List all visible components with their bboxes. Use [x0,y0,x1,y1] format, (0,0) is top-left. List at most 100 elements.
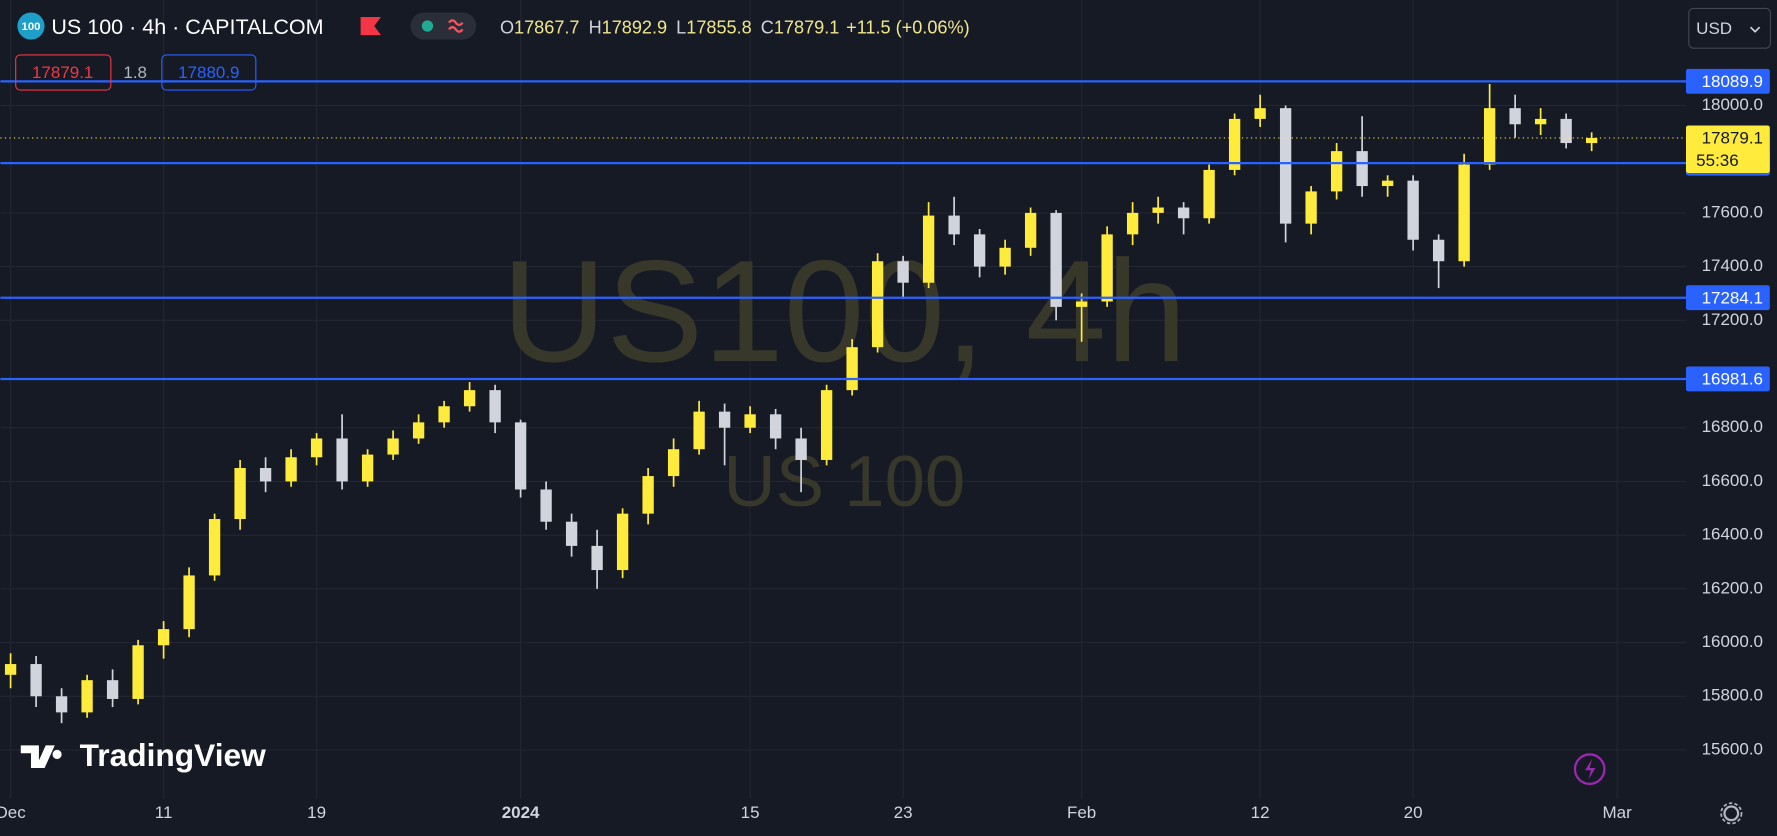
y-tick-label: 16200.0 [1702,578,1763,597]
currency-select[interactable] [1688,7,1771,49]
candle-body [1407,180,1419,240]
candle-body [285,457,297,482]
y-tick-label: 16600.0 [1702,471,1763,490]
candle-body [999,247,1011,267]
ohlc-value: 17867.7 [514,17,579,37]
candle-body [55,696,68,713]
level-label-box [1685,366,1770,392]
x-tick-label: 20 [1404,803,1423,822]
status-dot [421,20,434,32]
ohlc-value: 17879.1 [774,17,839,37]
level-label: 17284.1 [1702,288,1763,307]
candle-body [1279,108,1292,224]
y-tick-label: 17600.0 [1702,202,1763,221]
candle-body [1534,118,1547,125]
candle-body [795,438,807,460]
candle-body [234,468,246,520]
candle-body [1203,169,1215,219]
y-tick-label: 15800.0 [1702,686,1763,705]
ohlc-label: H [589,17,602,37]
candle-body [1432,239,1445,262]
candle-body [1050,212,1062,307]
settings-button[interactable] [1723,805,1740,822]
candle-body [1254,108,1266,119]
y-tick-label: 18000.0 [1702,95,1763,114]
ohlc-label: C [761,17,774,37]
grid [0,0,1686,799]
watermark-sub: US 100 [723,441,965,522]
candle-body [1305,191,1317,224]
logo-mark [20,745,62,769]
bid-box[interactable] [15,54,112,91]
ohlc-value: 17892.9 [602,17,667,37]
candle-body [871,261,884,348]
candle-body [1483,108,1496,165]
candle-body [744,414,756,428]
candle-body [1177,207,1190,219]
ohlc-value: 17855.8 [686,17,751,37]
candle-body [463,390,476,407]
candle-body [693,411,705,450]
y-tick-label: 16000.0 [1702,632,1763,651]
candle-body [361,454,374,482]
candle-body [1560,118,1572,144]
candle-body [1509,108,1521,125]
watermark: US100, 4h [502,230,1187,392]
candle-body [1101,234,1113,302]
candle-body [1126,212,1139,235]
candle-body [642,476,654,514]
x-tick-label: 23 [894,803,913,822]
countdown: 55:36 [1696,151,1739,170]
x-tick-label: Feb [1067,803,1096,822]
ohlc-label: L [676,17,686,37]
status-wave [448,19,464,33]
symbol-title[interactable]: US 100 · 4h · CAPITALCOM [51,15,323,39]
candle-body [769,414,782,439]
candle-body [1075,301,1088,307]
candle-body [973,234,986,267]
candle-body [1152,207,1164,213]
candle-body [132,645,144,699]
x-tick-label: 15 [741,803,760,822]
candle-body [336,438,348,482]
y-tick-label: 17200.0 [1702,310,1763,329]
candle-body [81,680,93,713]
flag-icon[interactable] [360,16,382,36]
change: +11.5 (+0.06%) [846,17,969,37]
candle-body [1228,118,1241,170]
candle-body [514,422,527,490]
candle-body [387,438,399,455]
candle-body [846,347,858,391]
candle-body [30,664,42,697]
flash-icon [1585,758,1596,780]
y-tick-label: 16400.0 [1702,525,1763,544]
y-tick-label: 17400.0 [1702,256,1763,275]
ask-price: 17880.9 [178,63,239,82]
candle-body [1024,212,1037,248]
level-label-box [1685,285,1770,311]
candle-body [922,215,935,283]
plot-area [0,80,1686,724]
level-label-box [1685,68,1770,94]
flash-button[interactable] [1573,753,1606,786]
symbol-badge [17,12,45,40]
status-pill[interactable] [410,12,477,40]
last-price-box [1685,125,1770,174]
ask-box[interactable] [161,54,257,91]
candle-body [820,390,833,460]
level-label: 18089.9 [1702,72,1763,91]
x-tick-label: Dec [0,803,26,822]
candle-body [565,521,578,546]
candle-body [438,406,450,423]
candle-body [1356,151,1368,187]
candle-body [1330,151,1343,192]
candle-body [489,390,501,423]
candle-body [310,438,323,458]
x-tick-label: 2024 [502,803,540,822]
spread: 1.8 [123,63,147,82]
logo-text[interactable]: TradingView [80,737,267,773]
level-label: 16981.6 [1702,370,1763,389]
candle-body [540,489,552,522]
